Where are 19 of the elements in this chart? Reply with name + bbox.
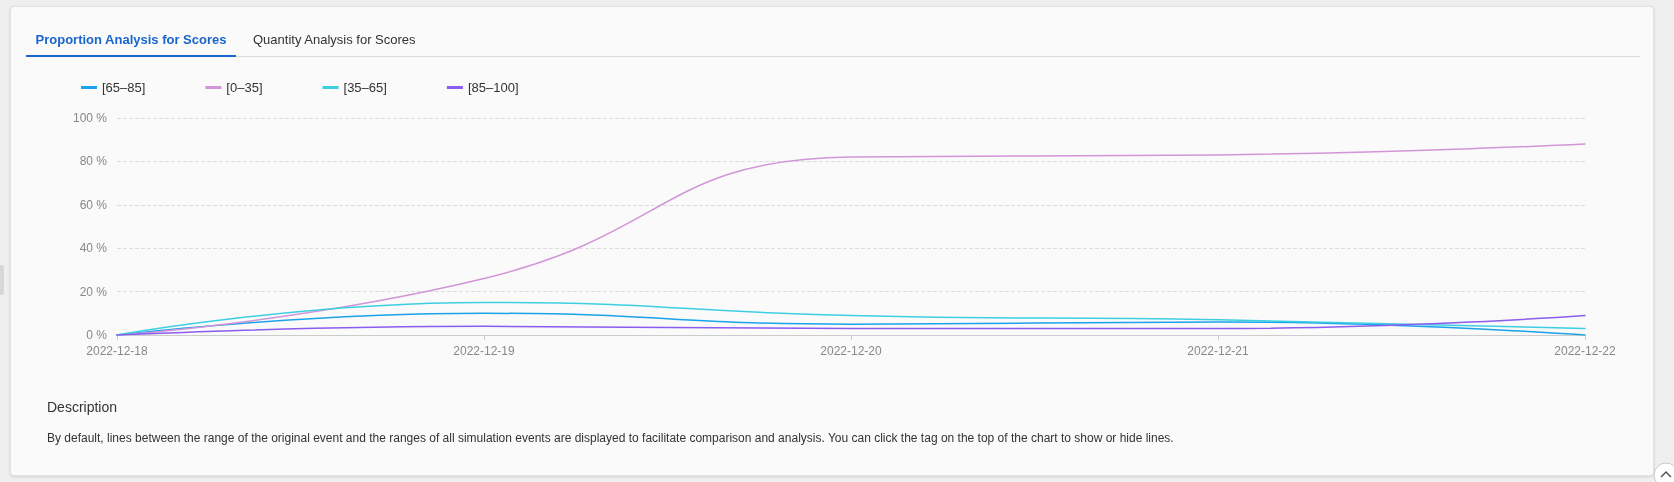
- y-tick-label: 20 %: [79, 284, 108, 299]
- text: By default, lines between the range of the original event and the ranges of all simulation events are displayed to facilitate comparison and analysis. You can click the tag on the top of the chart to show or hide lines.: [47, 431, 1174, 445]
- legend-label: [0–35]: [226, 80, 263, 95]
- x-tick-label: 2022-12-22: [1554, 344, 1617, 358]
- y-tick-label: 60 %: [79, 197, 108, 212]
- y-tick-label: 40 %: [79, 241, 108, 256]
- text: Description: [47, 399, 118, 415]
- x-tick-label: 2022-12-19: [453, 344, 516, 358]
- y-tick-label: 80 %: [79, 154, 108, 169]
- legend-label: [85–100]: [467, 80, 519, 95]
- legend-label: [35–65]: [343, 80, 387, 95]
- x-tick-label: 2022-12-21: [1187, 344, 1250, 358]
- y-tick-label: 100 %: [72, 111, 108, 125]
- text: Quantity Analysis for Scores: [253, 32, 416, 47]
- legend-label: [65–85]: [102, 80, 146, 95]
- y-tick-label: 0 %: [86, 328, 108, 342]
- x-tick-label: 2022-12-18: [86, 344, 149, 358]
- x-tick-label: 2022-12-20: [820, 344, 883, 358]
- chart-title: Proportion Analysis for Scores: [35, 32, 227, 47]
